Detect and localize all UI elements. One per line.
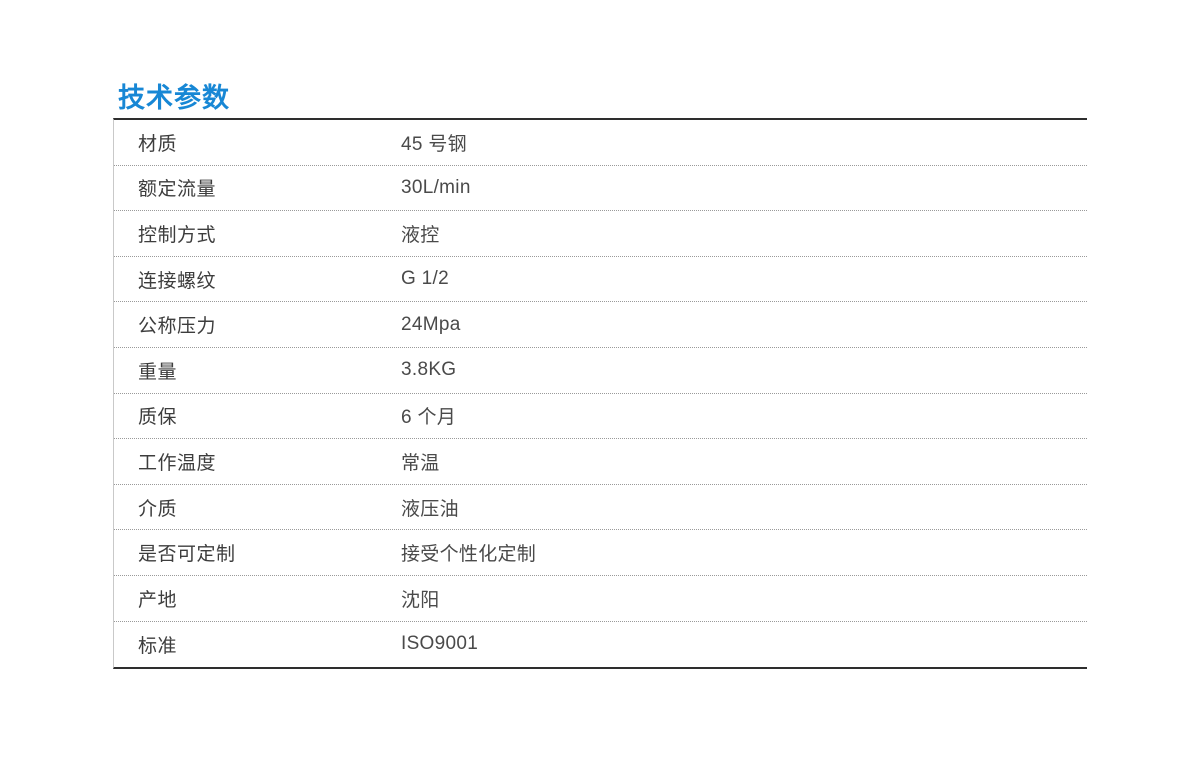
spec-label: 介质 xyxy=(138,498,178,520)
spec-value: G 1/2 xyxy=(401,268,449,290)
table-row: 工作温度 常温 xyxy=(114,439,1087,485)
spec-value: 6 个月 xyxy=(401,407,457,429)
table-row: 额定流量 30L/min xyxy=(114,166,1087,212)
spec-label: 公称压力 xyxy=(138,316,217,338)
table-row: 标准 ISO9001 xyxy=(114,622,1087,668)
spec-value: 30L/min xyxy=(401,176,471,198)
spec-value: ISO9001 xyxy=(401,633,479,655)
spec-label: 重量 xyxy=(138,361,178,383)
spec-label: 连接螺纹 xyxy=(138,270,217,292)
spec-label: 是否可定制 xyxy=(138,544,236,566)
spec-label: 工作温度 xyxy=(138,452,217,474)
spec-value: 液控 xyxy=(401,224,440,246)
spec-value: 液压油 xyxy=(401,498,459,520)
table-row: 公称压力 24Mpa xyxy=(114,302,1087,348)
table-row: 产地 沈阳 xyxy=(114,576,1087,622)
table-row: 控制方式 液控 xyxy=(114,211,1087,257)
spec-value: 常温 xyxy=(401,452,440,474)
table-row: 介质 液压油 xyxy=(114,485,1087,531)
spec-value: 45 号钢 xyxy=(401,133,467,155)
spec-label: 质保 xyxy=(138,407,178,429)
spec-label: 产地 xyxy=(138,589,178,611)
spec-value: 3.8KG xyxy=(401,359,457,381)
table-row: 重量 3.8KG xyxy=(114,348,1087,394)
spec-table: 材质 45 号钢 额定流量 30L/min 控制方式 液控 连接螺纹 G 1/2… xyxy=(113,118,1087,670)
spec-label: 标准 xyxy=(138,635,178,657)
spec-label: 额定流量 xyxy=(138,179,217,201)
table-row: 材质 45 号钢 xyxy=(114,120,1087,166)
spec-value: 沈阳 xyxy=(401,589,440,611)
spec-value: 24Mpa xyxy=(401,313,461,335)
spec-value: 接受个性化定制 xyxy=(401,544,537,566)
table-row: 质保 6 个月 xyxy=(114,394,1087,440)
spec-label: 材质 xyxy=(138,133,178,155)
table-row: 是否可定制 接受个性化定制 xyxy=(114,530,1087,576)
spec-label: 控制方式 xyxy=(138,224,217,246)
page-title: 技术参数 xyxy=(118,83,230,113)
table-row: 连接螺纹 G 1/2 xyxy=(114,257,1087,303)
